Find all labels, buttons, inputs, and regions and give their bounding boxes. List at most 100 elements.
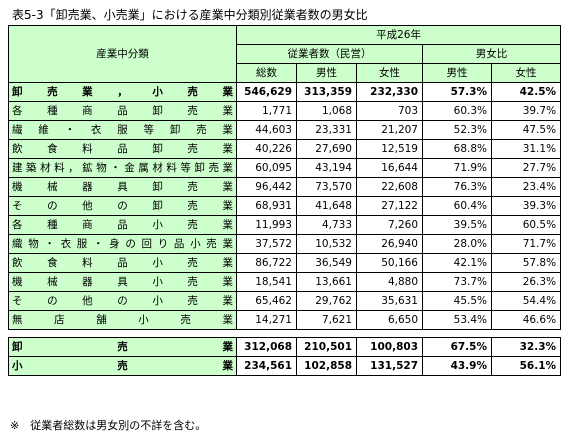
female-cell: 100,803 — [356, 337, 423, 357]
row-label: 各種商品卸売業 — [8, 101, 237, 121]
male-cell: 27,690 — [296, 139, 357, 159]
row-label: 無店舗小売業 — [8, 310, 237, 330]
male-cell: 313,359 — [296, 82, 357, 102]
male-ratio-cell: 45.5% — [422, 291, 492, 311]
data-rows: 卸売業，小売業 546,629 313,359 232,330 57.3% 42.5% 各種… — [8, 82, 562, 330]
male-ratio-cell: 71.9% — [422, 158, 492, 178]
male-cell: 102,858 — [296, 356, 357, 376]
male-ratio-cell: 60.3% — [422, 101, 492, 121]
female-cell: 35,631 — [356, 291, 423, 311]
row-label: 卸売業 — [8, 337, 237, 357]
female-cell: 4,880 — [356, 272, 423, 292]
table-row: 飲食料品卸売業 40,226 27,690 12,519 68.8% 31.1% — [8, 139, 562, 159]
employees-header: 従業者数（民営） — [236, 44, 423, 64]
table-row: 各種商品小売業 11,993 4,733 7,260 39.5% 60.5% — [8, 215, 562, 235]
female-cell: 703 — [356, 101, 423, 121]
male-cell: 4,733 — [296, 215, 357, 235]
male-ratio-cell: 52.3% — [422, 120, 492, 140]
table-row: その他の小売業 65,462 29,762 35,631 45.5% 54.4% — [8, 291, 562, 311]
table-row: 無店舗小売業 14,271 7,621 6,650 53.4% 46.6% — [8, 310, 562, 330]
female-ratio-cell: 27.7% — [490, 158, 562, 178]
table-row: 飲食料品小売業 86,722 36,549 50,166 42.1% 57.8% — [8, 253, 562, 273]
total-cell: 44,603 — [236, 120, 297, 140]
male-column-header: 男性 — [296, 63, 357, 83]
female-ratio-cell: 32.3% — [490, 337, 562, 357]
row-label: その他の卸売業 — [8, 196, 237, 216]
male-cell: 43,194 — [296, 158, 357, 178]
female-cell: 131,527 — [356, 356, 423, 376]
male-ratio-cell: 42.1% — [422, 253, 492, 273]
female-cell: 26,940 — [356, 234, 423, 254]
female-ratio-cell: 31.1% — [490, 139, 562, 159]
row-label: その他の小売業 — [8, 291, 237, 311]
row-label: 小売業 — [8, 356, 237, 376]
female-cell: 232,330 — [356, 82, 423, 102]
total-cell: 65,462 — [236, 291, 297, 311]
female-ratio-cell: 54.4% — [490, 291, 562, 311]
table-title: 表5-3「卸売業、小売業」における産業中分類別従業者数の男女比 — [12, 8, 368, 22]
section-separator — [8, 329, 561, 338]
table-row: 機械器具小売業 18,541 13,661 4,880 73.7% 26.3% — [8, 272, 562, 292]
row-label: 飲食料品小売業 — [8, 253, 237, 273]
male-cell: 36,549 — [296, 253, 357, 273]
row-label: 建築材料，鉱物・金属材料等卸売業 — [8, 158, 237, 178]
row-label: 卸売業，小売業 — [8, 82, 237, 102]
table-row: 卸売業，小売業 546,629 313,359 232,330 57.3% 42.5% — [8, 82, 562, 102]
female-ratio-cell: 23.4% — [490, 177, 562, 197]
male-ratio-cell: 28.0% — [422, 234, 492, 254]
summary-rows: 卸売業 312,068 210,501 100,803 67.5% 32.3% 小売業 234… — [8, 329, 562, 376]
row-label: 織物・衣服・身の回り品小売業 — [8, 234, 237, 254]
female-ratio-cell: 42.5% — [490, 82, 562, 102]
total-cell: 234,561 — [236, 356, 297, 376]
table-row: 各種商品卸売業 1,771 1,068 703 60.3% 39.7% — [8, 101, 562, 121]
table-row: 機械器具卸売業 96,442 73,570 22,608 76.3% 23.4% — [8, 177, 562, 197]
female-cell: 16,644 — [356, 158, 423, 178]
male-ratio-column-header: 男性 — [422, 63, 492, 83]
male-ratio-cell: 76.3% — [422, 177, 492, 197]
total-cell: 11,993 — [236, 215, 297, 235]
total-cell: 68,931 — [236, 196, 297, 216]
table-row: 建築材料，鉱物・金属材料等卸売業 60,095 43,194 16,644 71.9% 2… — [8, 158, 562, 178]
male-ratio-cell: 60.4% — [422, 196, 492, 216]
category-header: 産業中分類 — [8, 25, 237, 83]
separator-cell — [8, 329, 561, 338]
female-ratio-cell: 39.3% — [490, 196, 562, 216]
total-cell: 312,068 — [236, 337, 297, 357]
total-cell: 14,271 — [236, 310, 297, 330]
male-ratio-cell: 43.9% — [422, 356, 492, 376]
male-ratio-cell: 53.4% — [422, 310, 492, 330]
total-cell: 60,095 — [236, 158, 297, 178]
table-row: 小売業 234,561 102,858 131,527 43.9% 56.1% — [8, 356, 562, 376]
total-column-header: 総数 — [236, 63, 297, 83]
female-ratio-cell: 71.7% — [490, 234, 562, 254]
male-ratio-cell: 57.3% — [422, 82, 492, 102]
row-label: 繊維・衣服等卸売業 — [8, 120, 237, 140]
total-cell: 96,442 — [236, 177, 297, 197]
total-cell: 546,629 — [236, 82, 297, 102]
female-cell: 7,260 — [356, 215, 423, 235]
total-cell: 86,722 — [236, 253, 297, 273]
footnote: ※ 従業者総数は男女別の不詳を含む。 — [10, 419, 207, 432]
female-column-header: 女性 — [356, 63, 423, 83]
total-cell: 37,572 — [236, 234, 297, 254]
female-ratio-cell: 47.5% — [490, 120, 562, 140]
female-cell: 22,608 — [356, 177, 423, 197]
male-cell: 73,570 — [296, 177, 357, 197]
employee-ratio-table: 産業中分類 平成26年 従業者数（民営） 男女比 総数 男性 女性 男性 女性 … — [8, 25, 562, 376]
table-row: 卸売業 312,068 210,501 100,803 67.5% 32.3% — [8, 337, 562, 357]
male-ratio-cell: 39.5% — [422, 215, 492, 235]
female-ratio-column-header: 女性 — [490, 63, 562, 83]
female-cell: 27,122 — [356, 196, 423, 216]
male-cell: 1,068 — [296, 101, 357, 121]
female-ratio-cell: 26.3% — [490, 272, 562, 292]
table-row: その他の卸売業 68,931 41,648 27,122 60.4% 39.3% — [8, 196, 562, 216]
total-cell: 40,226 — [236, 139, 297, 159]
table-row: 織物・衣服・身の回り品小売業 37,572 10,532 26,940 28.0% 71.… — [8, 234, 562, 254]
female-ratio-cell: 56.1% — [490, 356, 562, 376]
male-ratio-cell: 68.8% — [422, 139, 492, 159]
female-ratio-cell: 60.5% — [490, 215, 562, 235]
female-cell: 12,519 — [356, 139, 423, 159]
male-cell: 29,762 — [296, 291, 357, 311]
total-cell: 18,541 — [236, 272, 297, 292]
male-cell: 210,501 — [296, 337, 357, 357]
